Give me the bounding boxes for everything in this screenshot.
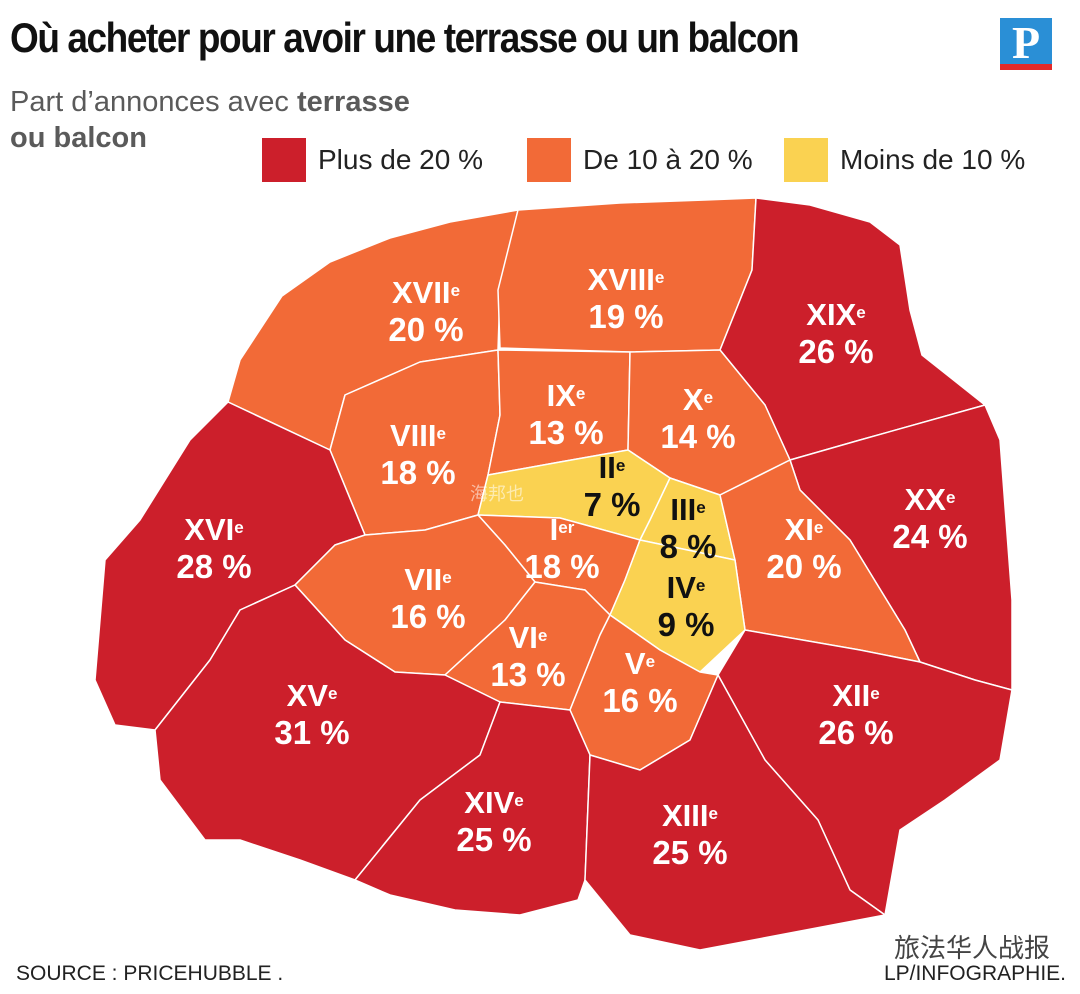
district-value-xvii: 20 %: [388, 311, 464, 348]
district-value-xii: 26 %: [818, 714, 894, 751]
district-label-vi: VIe 13 %: [490, 620, 566, 693]
district-label-viii: VIIIe 18 %: [380, 418, 456, 491]
district-value-vii: 16 %: [390, 598, 466, 635]
district-label-i: Ier 18 %: [524, 512, 600, 585]
infographic-credit: LP/INFOGRAPHIE.: [883, 962, 1066, 985]
district-value-viii: 18 %: [380, 454, 456, 491]
legend-label-high: Plus de 20 %: [318, 144, 483, 175]
legend-label-mid: De 10 à 20 %: [583, 144, 753, 175]
source-note: SOURCE : PRICEHUBBLE .: [16, 962, 284, 985]
district-label-xiv: XIVe 25 %: [456, 785, 532, 858]
district-label-ix: IXe 13 %: [528, 378, 604, 451]
district-label-xii: XIIe 26 %: [818, 678, 894, 751]
district-value-iv: 9 %: [657, 606, 715, 643]
district-label-vii: VIIe 16 %: [390, 562, 466, 635]
map-subtitle: Part d’annonces avec terrasse ou balcon: [10, 84, 410, 156]
district-value-ix: 13 %: [528, 414, 604, 451]
wechat-account-label: 旅法华人战报: [893, 933, 1050, 963]
subtitle-bold-2: ou balcon: [10, 122, 147, 154]
logo-letter: P: [1011, 17, 1041, 68]
district-label-xx: XXe 24 %: [892, 482, 968, 555]
district-value-v: 16 %: [602, 682, 678, 719]
district-label-iii: IIIe 8 %: [659, 492, 717, 565]
district-label-v: Ve 16 %: [602, 646, 678, 719]
subtitle-text: Part d’annonces avec: [10, 86, 297, 118]
legend-item-low: Moins de 10 %: [784, 138, 1025, 182]
district-label-xvii: XVIIe 20 %: [388, 275, 464, 348]
district-value-xv: 31 %: [274, 714, 350, 751]
legend-item-mid: De 10 à 20 %: [527, 138, 753, 182]
district-value-xiv: 25 %: [456, 821, 532, 858]
legend-swatch-high: [262, 138, 306, 182]
district-label-iv: IVe 9 %: [657, 570, 715, 643]
district-value-xix: 26 %: [798, 333, 874, 370]
legend-item-high: Plus de 20 %: [262, 138, 483, 182]
district-label-xviii: XVIIIe 19 %: [587, 262, 665, 335]
district-value-ii: 7 %: [583, 486, 641, 523]
district-value-iii: 8 %: [659, 528, 717, 565]
district-label-xi: XIe 20 %: [766, 512, 842, 585]
district-label-xv: XVe 31 %: [274, 678, 350, 751]
le-parisien-logo: P: [998, 16, 1054, 72]
district-value-xi: 20 %: [766, 548, 842, 585]
district-value-xiii: 25 %: [652, 834, 728, 871]
legend-swatch-low: [784, 138, 828, 182]
district-value-xviii: 19 %: [588, 298, 664, 335]
district-shape-xiii[interactable]: [584, 674, 886, 951]
district-value-i: 18 %: [524, 548, 600, 585]
map-title: Où acheter pour avoir une terrasse ou un…: [10, 14, 800, 61]
subtitle-bold-1: terrasse: [296, 86, 410, 118]
watermark-text: 海邦也: [470, 484, 524, 504]
district-label-ii: IIe 7 %: [583, 450, 641, 523]
district-label-xix: XIXe 26 %: [798, 297, 874, 370]
district-value-xvi: 28 %: [176, 548, 252, 585]
legend-swatch-mid: [527, 138, 571, 182]
district-label-xvi: XVIe 28 %: [176, 512, 252, 585]
district-label-xiii: XIIIe 25 %: [652, 798, 728, 871]
district-value-vi: 13 %: [490, 656, 566, 693]
district-label-x: Xe 14 %: [660, 382, 736, 455]
legend-label-low: Moins de 10 %: [840, 144, 1026, 175]
district-value-xx: 24 %: [892, 518, 968, 555]
district-value-x: 14 %: [660, 418, 736, 455]
